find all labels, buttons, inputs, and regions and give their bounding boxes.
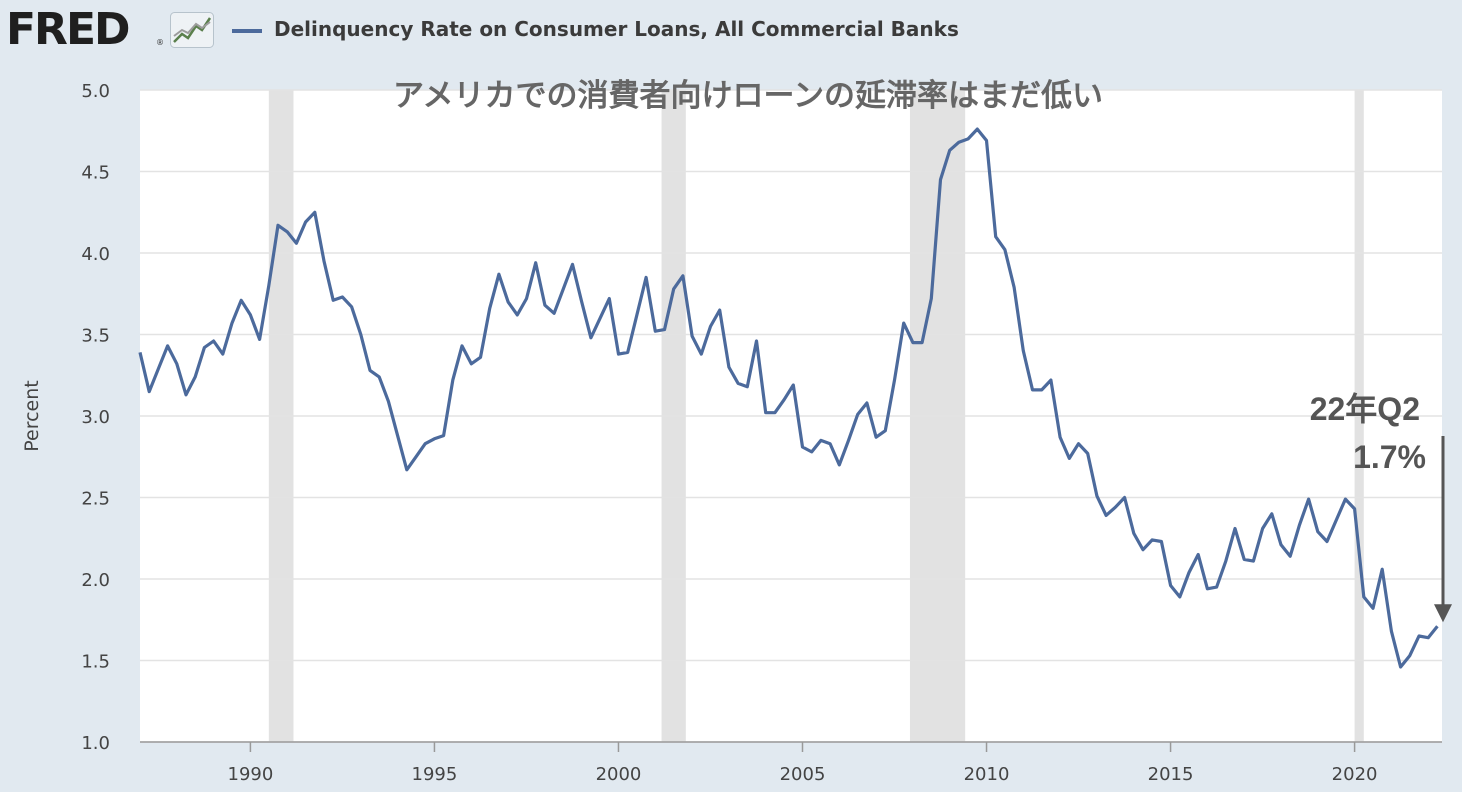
x-tick-label: 2000 — [596, 764, 642, 785]
x-tick-label: 2010 — [964, 764, 1010, 785]
y-axis-ticks: 1.0 1.5 2.0 2.5 3.0 3.5 4.0 4.5 5.0 — [81, 81, 110, 754]
fred-logo[interactable]: FRED — [6, 4, 131, 55]
chart-trend-icon — [170, 12, 214, 48]
registered-mark: ® — [156, 38, 164, 47]
y-tick-label: 4.5 — [81, 163, 110, 184]
chart-title: アメリカでの消費者向けローンの延滞率はまだ低い — [393, 78, 1103, 114]
y-tick-label: 3.0 — [81, 407, 110, 428]
annotation-value-label: 1.7% — [1353, 439, 1426, 475]
x-tick-label: 2005 — [780, 764, 826, 785]
legend-swatch — [232, 29, 262, 33]
annotation: 22年Q2 1.7% — [1310, 391, 1452, 623]
annotation-arrow-icon — [1434, 604, 1452, 623]
y-tick-label: 1.0 — [81, 733, 110, 754]
y-tick-label: 2.0 — [81, 570, 110, 591]
y-tick-label: 3.5 — [81, 326, 110, 347]
series-line — [138, 127, 1439, 669]
y-tick-label: 4.0 — [81, 244, 110, 265]
x-tick-label: 1995 — [412, 764, 458, 785]
x-axis-ticks: 1990 1995 2000 2005 2010 2015 2020 — [140, 741, 1442, 785]
y-axis-label: Percent — [21, 380, 43, 452]
y-tick-label: 1.5 — [81, 652, 110, 673]
y-tick-label: 5.0 — [81, 81, 110, 102]
annotation-quarter-label: 22年Q2 — [1310, 391, 1420, 427]
chart-header: FRED ® Delinquency Rate on Consumer Loan… — [0, 0, 1462, 62]
series-legend-label[interactable]: Delinquency Rate on Consumer Loans, All … — [274, 17, 959, 41]
x-tick-label: 2020 — [1332, 764, 1378, 785]
x-tick-label: 1990 — [228, 764, 274, 785]
y-tick-label: 2.5 — [81, 489, 110, 510]
x-tick-label: 2015 — [1148, 764, 1194, 785]
